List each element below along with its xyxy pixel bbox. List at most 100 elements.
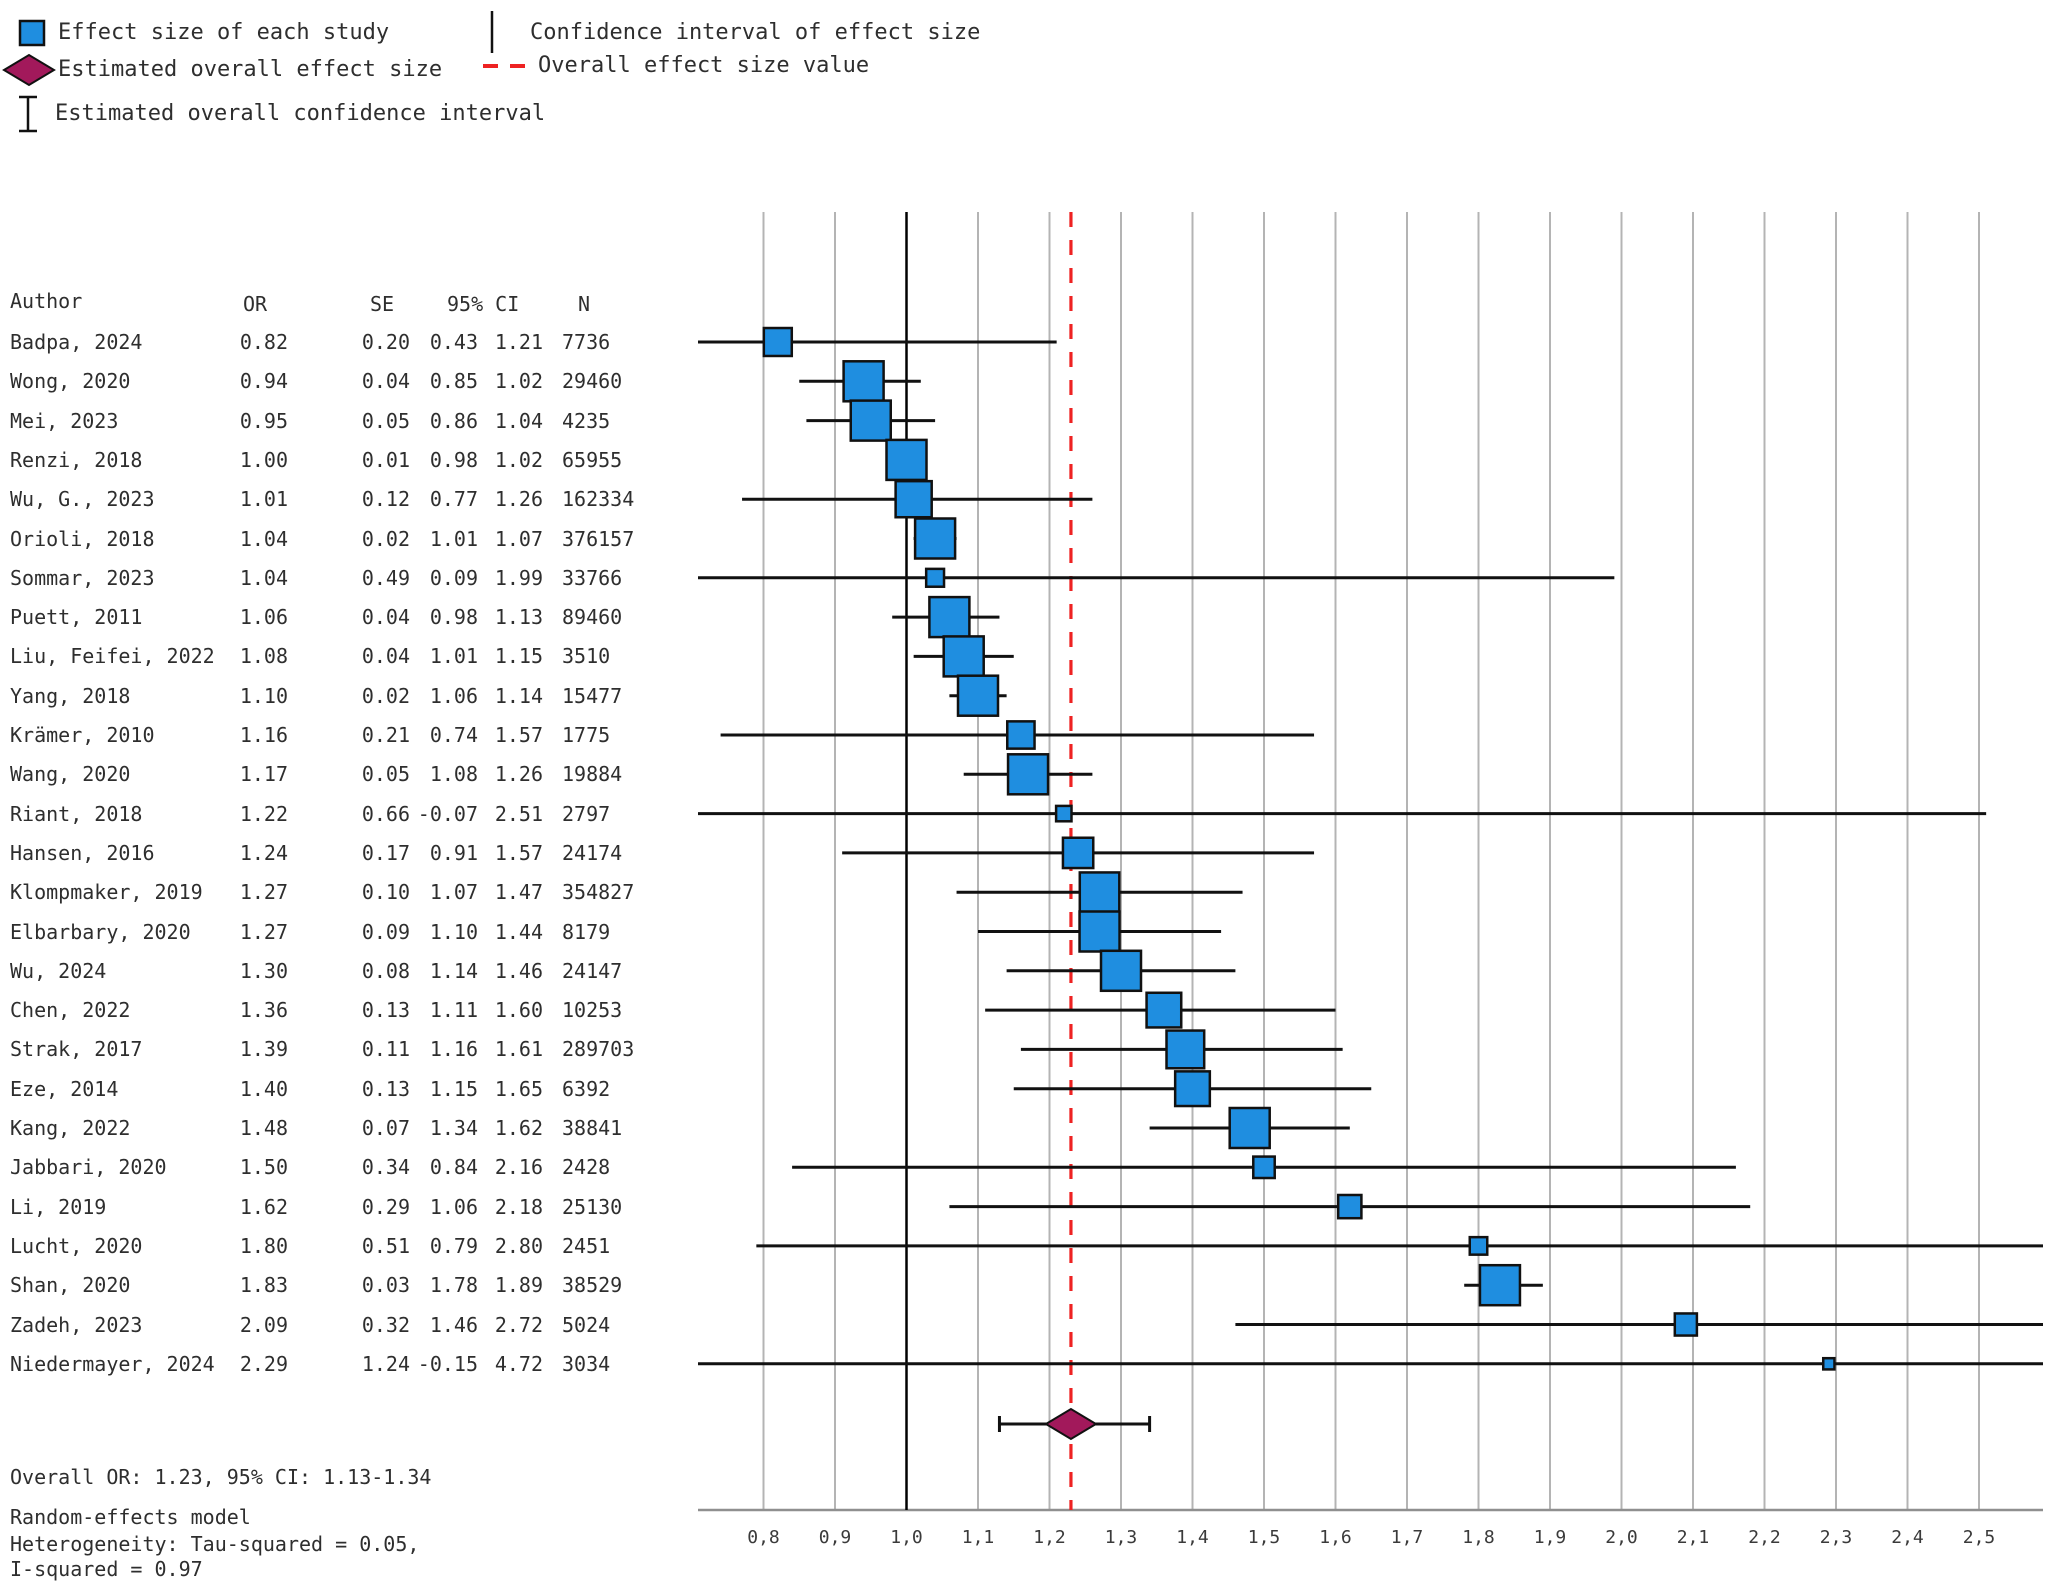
study-author-cell: Renzi, 2018 (10, 447, 143, 472)
study-author-cell: Klompmaker, 2019 (10, 880, 203, 905)
study-cih-cell: 1.62 (494, 1116, 543, 1140)
study-cih-cell: 1.13 (494, 605, 543, 630)
tick-label: 2,0 (1605, 1527, 1638, 1548)
study-row (720, 720, 1315, 750)
study-author-cell: Wu, 2024 (10, 958, 107, 983)
study-row (799, 360, 921, 403)
study-or-cell: 1.48 (239, 1116, 288, 1140)
study-cil-cell: 1.46 (429, 1312, 478, 1337)
study-n-cell: 289703 (562, 1037, 635, 1062)
study-effect-marker (1054, 804, 1073, 823)
study-or-cell: 2.29 (239, 1351, 288, 1376)
study-cil-cell: 0.98 (429, 447, 478, 472)
tick-label: 1,1 (962, 1527, 995, 1548)
overall-ci-ibeam-icon (19, 95, 37, 133)
study-cil-cell: 1.06 (429, 683, 478, 708)
study-table-row: Hansen, 2016 1.24 0.17 0.91 1.57 24174 (0, 840, 700, 866)
study-n-cell: 6392 (562, 1076, 611, 1101)
study-table-row: Krämer, 2010 1.16 0.21 0.74 1.57 1775 (0, 722, 700, 748)
study-table-row: Zadeh, 2023 2.09 0.32 1.46 2.72 5024 (0, 1312, 700, 1338)
study-cih-cell: 1.47 (494, 880, 543, 905)
study-cih-cell: 1.89 (494, 1273, 543, 1298)
study-author-cell: Krämer, 2010 (10, 723, 155, 747)
overall-summary-text: Overall OR: 1.23, 95% CI: 1.13-1.34 (10, 1465, 432, 1489)
study-n-cell: 354827 (562, 880, 635, 905)
study-effect-marker (924, 567, 946, 588)
study-table-row: Renzi, 2018 1.00 0.01 0.98 1.02 65955 (0, 447, 700, 473)
study-author-cell: Riant, 2018 (10, 801, 143, 826)
study-or-cell: 1.30 (239, 958, 288, 983)
tick-label: 0,8 (747, 1527, 780, 1548)
study-or-cell: 1.27 (239, 919, 288, 944)
study-author-cell: Mei, 2023 (10, 408, 119, 433)
study-or-cell: 1.00 (239, 447, 288, 472)
legend-label-overall: Estimated overall effect size (58, 57, 443, 82)
study-author-cell: Li, 2019 (10, 1194, 107, 1219)
study-se-cell: 0.09 (361, 919, 410, 944)
study-or-cell: 1.27 (239, 880, 288, 905)
study-effect-marker (956, 674, 1000, 717)
study-effect-marker (1821, 1356, 1836, 1371)
study-row (1006, 949, 1236, 993)
study-or-cell: 0.82 (239, 330, 288, 354)
study-row (949, 1193, 1751, 1220)
study-n-cell: 29460 (562, 369, 623, 394)
tick-label: 2,3 (1820, 1527, 1853, 1548)
study-effect-marker (1099, 949, 1143, 993)
legend-label-effect-size: Effect size of each study (58, 20, 390, 45)
study-row (1464, 1263, 1543, 1307)
study-cih-cell: 1.15 (494, 644, 543, 669)
column-header-se: SE (370, 292, 395, 316)
study-n-cell: 2428 (562, 1155, 611, 1180)
study-effect-marker (1228, 1106, 1271, 1150)
study-cil-cell: 1.11 (429, 998, 478, 1023)
study-table-row: Kang, 2022 1.48 0.07 1.34 1.62 38841 (0, 1115, 700, 1141)
model-note: Random-effects model (10, 1505, 251, 1529)
study-se-cell: 0.51 (361, 1233, 410, 1258)
study-author-cell: Liu, Feifei, 2022 (10, 644, 215, 669)
tick-label: 1,6 (1319, 1527, 1352, 1548)
column-header-ci: 95% CI (447, 292, 520, 316)
study-se-cell: 1.24 (361, 1351, 410, 1376)
study-n-cell: 38841 (562, 1116, 623, 1140)
overall-diamond-icon (2, 53, 56, 87)
study-n-cell: 10253 (562, 998, 623, 1023)
study-row (985, 991, 1336, 1029)
study-cih-cell: 4.72 (494, 1351, 543, 1376)
study-se-cell: 0.11 (361, 1037, 410, 1062)
study-author-cell: Niedermayer, 2024 (10, 1351, 215, 1376)
study-se-cell: 0.34 (361, 1155, 410, 1180)
study-cih-cell: 1.44 (494, 919, 543, 944)
study-cil-cell: 0.84 (429, 1155, 478, 1180)
study-table-row: Jabbari, 2020 1.50 0.34 0.84 2.16 2428 (0, 1154, 700, 1180)
study-effect-marker (942, 635, 985, 678)
tick-label: 1,0 (890, 1527, 923, 1548)
study-table-row: Riant, 2018 1.22 0.66 -0.07 2.51 2797 (0, 801, 700, 827)
study-effect-marker (1468, 1235, 1489, 1256)
study-table-row: Sommar, 2023 1.04 0.49 0.09 1.99 33766 (0, 565, 700, 591)
study-table-row: Badpa, 2024 0.82 0.20 0.43 1.21 7736 (0, 329, 700, 355)
tick-label: 2,5 (1963, 1527, 1996, 1548)
study-cih-cell: 2.18 (494, 1194, 543, 1219)
study-cih-cell: 1.26 (494, 762, 543, 787)
study-se-cell: 0.05 (361, 408, 410, 433)
study-cil-cell: 0.79 (429, 1233, 478, 1258)
study-or-cell: 1.40 (239, 1076, 288, 1101)
study-cih-cell: 1.26 (494, 487, 543, 512)
study-or-cell: 1.80 (239, 1233, 288, 1258)
study-or-cell: 1.62 (239, 1194, 288, 1219)
study-effect-marker (1078, 910, 1121, 953)
study-effect-marker (1061, 836, 1095, 870)
study-or-cell: 1.83 (239, 1273, 288, 1298)
study-cil-cell: 0.09 (429, 565, 478, 590)
study-n-cell: 3034 (562, 1351, 611, 1376)
study-cil-cell: 1.78 (429, 1273, 478, 1298)
study-effect-marker (1078, 871, 1121, 914)
study-n-cell: 24147 (562, 958, 623, 983)
overall-diamond (1044, 1407, 1098, 1441)
study-n-cell: 89460 (562, 605, 623, 630)
effect-size-square-icon (18, 19, 46, 47)
study-table-row: Mei, 2023 0.95 0.05 0.86 1.04 4235 (0, 408, 700, 434)
tick-label: 2,2 (1748, 1527, 1781, 1548)
